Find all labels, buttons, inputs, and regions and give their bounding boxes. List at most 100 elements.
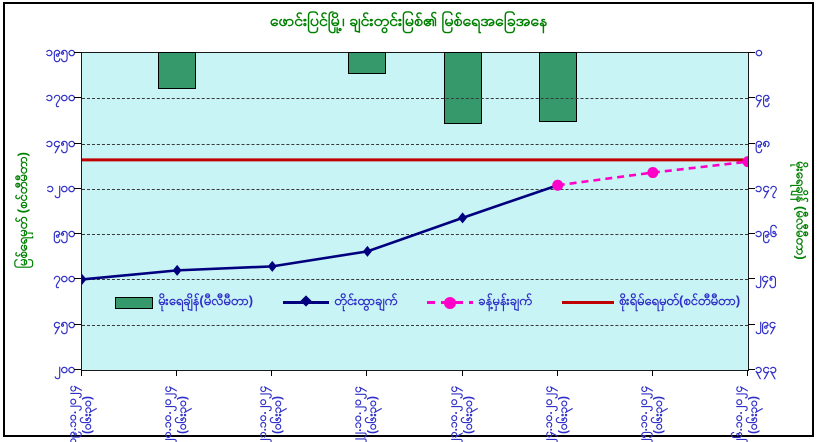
x-tick-date: ၂၂.၁၀.၂၀၂၄ [350,386,365,442]
chart-title: ဖောင်းပြင်မြို့၊ ချင်းတွင်းမြစ်၏ မြစ်ရေအ… [269,13,548,30]
x-tick-date: ၂၆.၁၀.၂၀၂၄ [731,385,745,442]
gridline [82,279,748,281]
gridline [82,324,748,326]
right-tick-mark [748,97,755,99]
x-tick-date: ၂၅.၁၀.၂၀၂၄ [635,385,650,442]
x-tick-time: (၀၆း၃၀) [746,395,760,435]
rainfall-bar [538,52,577,123]
left-tick-mark [74,97,81,99]
left-tick-label: ၁၉၅၀ [45,44,75,59]
left-tick-mark [74,278,81,280]
x-tick-time: (၀၆း၃၀) [555,395,570,435]
left-tick-label: ၉၅၀ [53,225,75,241]
legend-label: မိုးရေချိန်(မီလီမီတာ) [158,293,254,308]
legend-diamond-icon [300,295,312,307]
left-tick-mark [74,233,81,235]
x-tick-time: (၀၆း၃၀) [80,395,94,435]
legend-item: စိုးရိမ်ရေမှတ်(စင်တီမီတာ) [561,293,741,312]
left-tick-label: ၁၂၀၀ [46,179,75,195]
right-tick-label: ၁၉၆ [755,225,777,241]
x-tick-label: ၂၆.၁၀.၂၀၂၄ (၀၆း၃၀) [731,373,763,442]
rainfall-bar [443,52,482,125]
x-tick-time: (၀၆း၃၀) [175,395,190,435]
left-tick-mark [74,142,81,144]
x-tick-mark [81,370,82,376]
gridline [82,188,748,190]
right-axis-title: မိုးရေချိန် (မီလီမီတာ) [793,161,809,260]
x-tick-time: (၀၆း၃၀) [270,395,285,435]
right-tick-mark [748,369,755,370]
right-tick-label: ၂၄၅ [755,270,777,286]
right-tick-label: ၃၄၃ [755,361,777,376]
x-tick-label: ၂၃.၁၀.၂၀၂၄ (၀၆း၃၀) [446,373,478,442]
right-tick-label: ၄၉ [755,89,770,105]
x-tick-time: (၀၆း၃၀) [650,395,665,435]
x-tick-date: ၁၉.၁၀.၂၀၂၄ [65,385,79,442]
legend-rain-swatch [115,296,153,309]
x-tick-label: ၂၁.၁၀.၂၀၂၄ (၀၆း၃၀) [255,373,287,442]
plot-area [81,52,749,371]
right-tick-label: ၉၈ [755,134,770,150]
marker-circle [647,167,659,179]
marker-diamond [172,264,182,276]
x-tick-mark [556,370,558,376]
x-tick-date: ၂၄.၁၀.၂၀၂၄ [540,385,555,442]
gridline [82,98,748,100]
gridline [82,143,748,145]
x-tick-date: ၂၃.၁၀.၂၀၂၄ [445,385,460,442]
right-tick-mark [748,187,755,189]
x-tick-label: ၂၅.၁၀.၂၀၂၄ (၀၆း၃၀) [636,373,668,442]
marker-circle [742,156,748,168]
marker-diamond [267,260,277,272]
left-tick-label: ၁၇၀၀ [45,89,75,105]
left-tick-mark [74,187,81,189]
legend-dot-icon [444,296,457,309]
left-tick-mark [74,52,81,53]
left-tick-label: ၂၀၀ [53,361,75,376]
legend-observed-swatch [283,295,330,307]
left-tick-label: ၇၀၀ [53,270,75,286]
marker-diamond [362,245,372,257]
right-tick-mark [748,233,755,235]
x-tick-label: ၂၂.၁၀.၂၀၂၄ (၀၆း၃၀) [350,373,382,442]
x-tick-mark [747,370,748,376]
chart-frame: ဖောင်းပြင်မြို့၊ ချင်းတွင်းမြစ်၏ မြစ်ရေအ… [3,2,814,442]
left-tick-label: ၄၅၀ [53,315,75,331]
marker-circle [552,179,564,191]
legend-label: ခန့်မှန်းချက် [478,293,532,308]
left-tick-label: ၁၄၅၀ [45,134,75,150]
x-tick-time: (၀၆း၃၀) [460,395,475,435]
right-tick-mark [748,52,755,53]
right-tick-mark [748,323,755,325]
right-tick-mark [748,142,755,144]
legend-item: မိုးရေချိန်(မီလီမီတာ) [115,293,253,312]
series-plot-svg [82,156,748,285]
x-tick-label: ၂၀.၁၀.၂၀၂၄ (၀၆း၃၀) [160,373,192,442]
left-tick-mark [74,369,81,370]
legend-item: ခန့်မှန်းချက် [427,293,532,312]
legend-label: စိုးရိမ်ရေမှတ်(စင်တီမီတာ) [618,293,741,308]
x-tick-mark [176,370,178,376]
rainfall-bar [348,52,387,75]
x-tick-mark [461,370,463,376]
x-tick-mark [366,370,368,376]
right-tick-mark [748,278,755,280]
legend-forecast-swatch [427,296,474,309]
legend-label: တိုင်းထွာချက် [334,293,398,308]
x-tick-label: ၂၄.၁၀.၂၀၂၄ (၀၆း၃၀) [541,373,573,442]
rainfall-bar [158,52,197,89]
legend: မိုးရေချိန်(မီလီမီတာ) တိုင်းထွာချက် ခန့်မှ… [115,293,770,312]
x-tick-mark [271,370,273,376]
marker-diamond [82,273,87,285]
marker-diamond [458,212,468,224]
legend-item: တိုင်းထွာချက် [283,293,397,312]
legend-danger-swatch [561,301,614,304]
left-tick-mark [74,323,81,325]
right-tick-label: ၁၄၇ [755,179,777,195]
forecast-line [557,160,748,187]
x-tick-time: (၀၆း၃၀) [365,395,380,435]
x-tick-date: ၂၁.၁၀.၂၀၂၄ [255,385,270,442]
right-tick-label: ၀ [755,44,763,59]
x-tick-date: ၂၀.၁၀.၂၀၂၄ [160,385,175,442]
